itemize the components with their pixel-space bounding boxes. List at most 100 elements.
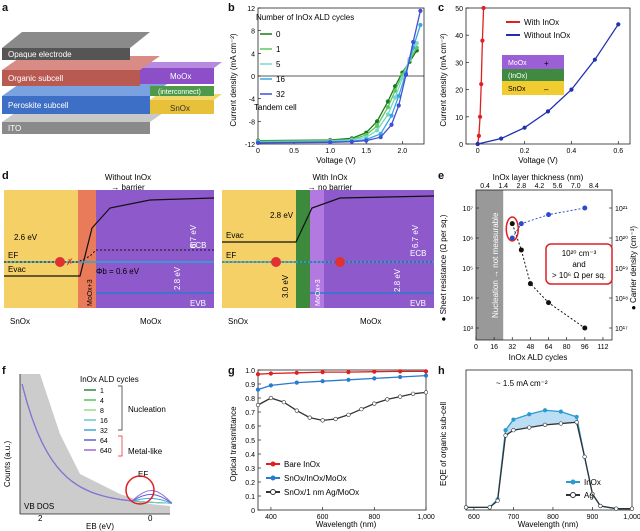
g-series-0-point xyxy=(268,371,274,376)
c-inset-moox xyxy=(502,55,564,69)
layer-perovskite-label: Peroskite subcell xyxy=(8,101,69,110)
d-left-title: Without InOx xyxy=(105,173,151,182)
f-ef-label: EF xyxy=(138,470,148,479)
e-yl-ticklabel: 10⁶ xyxy=(462,236,473,243)
panel-label-f: f xyxy=(2,365,6,377)
g-series-2-point xyxy=(359,407,364,412)
d-right-electron-icon-2 xyxy=(335,257,345,267)
d-left-ecb-line xyxy=(4,249,214,263)
g-series-0-point xyxy=(294,370,299,375)
e-x-ticklabel: 32 xyxy=(508,344,516,351)
panel-label-b: b xyxy=(228,2,235,14)
c-inset-minus: – xyxy=(544,85,549,94)
c-x-ticklabel: 0.4 xyxy=(567,148,577,155)
d-right-e67: 6.7 eV xyxy=(411,224,420,248)
g-series-1-point xyxy=(398,374,403,380)
e-yl-ticklabel: 10⁷ xyxy=(463,206,474,213)
layer-ito-label: ITO xyxy=(8,124,21,133)
c-xlabel: Voltage (V) xyxy=(518,156,558,165)
f-legend-label: 64 xyxy=(100,438,108,445)
d-right-snox: SnOx xyxy=(228,317,248,326)
e-x-ticklabel: 112 xyxy=(597,344,608,351)
b-legend-note: Tandem cell xyxy=(254,103,297,112)
d-right-title: With InOx xyxy=(312,173,347,182)
b-y-ticklabel: -12 xyxy=(245,142,255,149)
h-series-ag-point xyxy=(527,425,532,430)
f-ef-circle xyxy=(125,475,155,505)
c-series-1-point xyxy=(475,141,480,147)
g-series-2-line xyxy=(257,391,427,422)
g-y-ticklabel: 0.4 xyxy=(245,452,255,459)
e-yr-ticklabel: 10²⁰ xyxy=(615,235,628,243)
g-series-1-point xyxy=(255,387,261,392)
f-legend-title: InOx ALD cycles xyxy=(80,375,139,384)
b-y-ticklabel: -8 xyxy=(249,119,255,126)
h-series-ag-point xyxy=(582,454,587,459)
b-series-5-line xyxy=(257,42,418,143)
layer-snox-label: SnOx xyxy=(170,104,190,113)
c-inset-moox-label: MoOx xyxy=(508,60,527,67)
h-series-inox-point xyxy=(503,428,508,433)
d-left-evac: Evac xyxy=(8,265,26,274)
e-xlabel: InOx ALD cycles xyxy=(509,353,568,362)
f-legend-label: 4 xyxy=(100,398,104,405)
h-x-ticklabel: 800 xyxy=(547,514,559,521)
h-series-ag-point xyxy=(463,505,469,510)
b-series-16-point xyxy=(396,93,401,98)
g-legend-ag: SnOx/1 nm Ag/MoOx xyxy=(284,488,359,497)
d-left-e28: 2.8 eV xyxy=(173,266,182,290)
f-legend-label: 640 xyxy=(100,448,112,455)
transmittance-chart-g: 1.0 0.9 0.8 0.7 0.6 0.5 0.4 0.3 0.2 0.1 0 400 600 800… xyxy=(229,368,435,529)
d-left-ecb: ECB xyxy=(190,241,206,250)
g-y-ticklabel: 0.6 xyxy=(245,424,255,431)
g-series-2-point xyxy=(268,395,274,401)
sheet-resistance-chart-e: 10⁷ 10⁶ 10⁵ 10⁴ 10³ 10²¹ 10²⁰ 10¹⁹ 10¹⁸ 10¹⁷ 0 16 32… xyxy=(439,173,638,362)
h-series-ag-point xyxy=(487,505,492,510)
g-legend-bare: Bare InOx xyxy=(284,460,320,469)
g-series-0-line xyxy=(257,370,426,375)
g-series-0-point xyxy=(346,369,351,375)
c-series-1-point xyxy=(616,22,621,27)
g-series-0-point xyxy=(255,372,261,377)
f-group-nucleation: Nucleation xyxy=(128,405,166,414)
d-right-ecb: ECB xyxy=(410,249,426,258)
g-series-2-point xyxy=(307,415,312,420)
g-y-ticklabel: 0.3 xyxy=(245,466,255,473)
c-frame xyxy=(465,7,631,145)
e-carrier-point xyxy=(582,205,588,211)
c-y-ticklabel: 0 xyxy=(459,142,463,149)
h-ylabel: EQE of organic sub-cell xyxy=(439,402,448,486)
b-legend-label: 0 xyxy=(276,30,281,39)
h-series-ag-point xyxy=(590,491,595,497)
h-series-ag-point xyxy=(503,433,508,438)
c-series-1-point xyxy=(592,57,597,62)
h-frame xyxy=(465,369,633,511)
b-series-32-point xyxy=(418,8,423,13)
panel-label-e: e xyxy=(438,170,445,182)
layer-organic-label: Organic subcell xyxy=(8,74,63,83)
c-y-ticklabel: 20 xyxy=(455,88,463,95)
b-y-ticklabel: 0 xyxy=(251,74,255,81)
g-series-2-point xyxy=(255,402,261,408)
c-series-0-point xyxy=(476,133,481,138)
c-series-1-point xyxy=(545,109,551,114)
e-x-ticklabel: 80 xyxy=(563,344,571,351)
g-x-ticklabel: 800 xyxy=(368,514,380,521)
g-series-2-point xyxy=(423,390,429,395)
d-right-moo3: MoOx+3 xyxy=(315,279,322,306)
e-resistance-point xyxy=(509,221,515,227)
d-left-vacuum-line xyxy=(4,197,215,277)
d-right-moox: MoOx xyxy=(360,317,381,326)
b-series-32-point xyxy=(349,139,354,144)
f-group-metal: Metal-like xyxy=(128,447,163,456)
d-left-evb: EVB xyxy=(190,299,206,308)
h-legend-inox: InOx xyxy=(584,478,601,487)
g-series-0-point xyxy=(320,369,325,375)
c-y-ticklabel: 40 xyxy=(455,33,463,40)
c-legend-with: With InOx xyxy=(524,18,559,27)
d-left-moox-region xyxy=(96,190,214,308)
c-series-1-point xyxy=(499,136,504,141)
layer-interconnect-label: (interconnect) xyxy=(158,89,201,96)
c-inset-snox xyxy=(502,81,564,95)
